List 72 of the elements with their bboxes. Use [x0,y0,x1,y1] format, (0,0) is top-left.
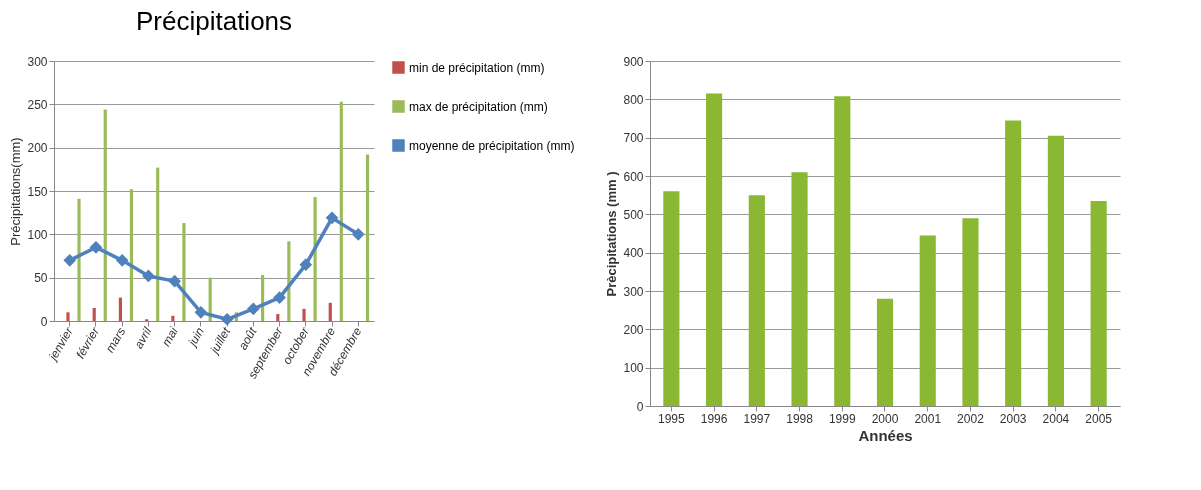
x-tick-label: 1997 [743,411,771,426]
point [168,274,181,288]
x-tick-label: 1999 [828,411,856,426]
bar [706,93,723,406]
bar [748,195,765,406]
x-tick-label: 2001 [914,411,942,426]
point [115,254,129,267]
bar [834,96,851,406]
legend-label: moyenne de précipitation (mm) [409,138,575,153]
point [220,312,234,326]
bar [1047,135,1064,406]
y-tick-label: 700 [623,131,644,146]
x-tick-label: 2000 [871,411,899,426]
x-tick-label: 2002 [957,411,985,426]
y-tick-label: 900 [623,54,644,69]
legend-label: max de précipitation (mm) [409,99,548,114]
bar [339,101,343,321]
bar [1090,200,1107,406]
bar [962,218,979,406]
point [142,269,155,283]
x-tick-label: 2003 [999,411,1027,426]
point [89,241,103,254]
y-tick-label: 200 [27,141,48,156]
x-tick-label: 1996 [700,411,728,426]
x-axis-title: Années [858,426,913,444]
y-tick-label: 150 [27,184,48,199]
bar [276,314,280,321]
chart-title: Précipitations [135,6,293,36]
y-tick-label: 50 [34,271,48,286]
x-tick-label: 1998 [786,411,814,426]
point [299,258,313,271]
x-tick-label: 2004 [1042,411,1070,426]
y-axis-title: Prècipitations (mm ) [604,171,620,297]
bar [156,167,160,321]
y-axis-title: Précipitations(mm) [8,137,24,246]
bar [129,189,134,321]
bar [1005,120,1022,406]
bar [663,191,680,406]
y-tick-label: 300 [623,284,644,299]
y-tick-label: 0 [636,399,644,414]
point [194,306,208,319]
point [247,302,260,316]
point [351,228,365,241]
point [325,211,339,225]
bar [118,297,123,321]
y-tick-label: 0 [40,314,48,329]
y-tick-label: 800 [623,92,644,107]
point [63,254,77,267]
y-tick-label: 600 [623,169,644,184]
y-tick-label: 100 [623,361,644,376]
bar [876,298,894,406]
bar [77,198,81,321]
legend-label: min de précipitation (mm) [409,60,545,75]
bar [365,154,370,321]
bar [919,235,936,406]
y-tick-label: 100 [27,227,48,242]
y-tick-label: 200 [623,322,644,337]
bar [791,172,808,406]
y-tick-label: 250 [27,97,48,112]
bar [302,308,306,321]
bar [103,109,107,321]
point [273,291,286,304]
y-tick-label: 500 [623,207,644,222]
x-tick-label: 1995 [658,411,686,426]
bar [313,197,317,321]
bar [66,312,70,321]
bar [182,223,186,321]
bar [92,308,96,321]
bar [328,302,332,321]
x-tick-label: 2005 [1085,411,1113,426]
y-tick-label: 400 [623,246,644,261]
y-tick-label: 300 [27,54,48,69]
